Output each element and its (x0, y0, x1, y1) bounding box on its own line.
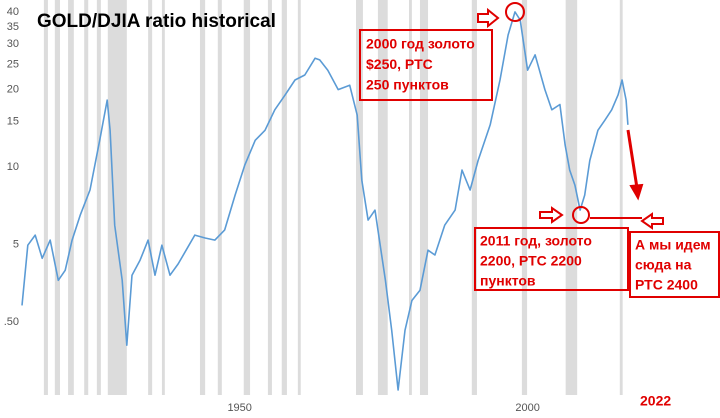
recession-band (68, 0, 74, 395)
annotation-text: пунктов (480, 273, 536, 289)
red-markup (359, 2, 720, 298)
y-tick-label: 5 (13, 238, 19, 250)
annotation-box (359, 29, 493, 101)
recession-band (148, 0, 153, 395)
recession-band (96, 0, 101, 395)
y-tick-label: 40 (7, 6, 19, 18)
recession-band (471, 0, 477, 395)
annotation-text: 2000 год золото (366, 36, 475, 52)
y-tick-label: 20 (7, 84, 19, 96)
annotations: 2000 год золото $250, РТС 250 пунктов 2011 … (366, 36, 711, 409)
recession-band (107, 0, 127, 395)
recession-band (243, 0, 251, 395)
y-tick-label: 30 (7, 38, 19, 50)
circle-marker (572, 206, 590, 224)
recession-band (54, 0, 61, 395)
annotation-text: $250, РТС (366, 56, 433, 72)
recession-band (267, 0, 272, 395)
annotation-text: 2022 (640, 393, 671, 409)
chart-title: GOLD/DJIA ratio historical (37, 11, 276, 32)
annotation-text: сюда на (635, 257, 692, 273)
recession-band (297, 0, 301, 395)
recession-band (356, 0, 363, 395)
recession-band (521, 0, 528, 395)
annotation-text: 2200, РТС 2200 (480, 253, 582, 269)
annotation-text: А мы идем (635, 237, 711, 253)
data-line (21, 11, 629, 391)
recession-band (281, 0, 287, 395)
arrow (539, 206, 564, 224)
recession-band (199, 0, 206, 395)
y-tick-label: 35 (7, 21, 19, 33)
y-tick-label: 10 (7, 161, 19, 173)
recession-band (217, 0, 222, 395)
recession-band (84, 0, 89, 395)
y-tick-label: 15 (7, 116, 19, 128)
circle-marker (505, 2, 525, 22)
annotation-box (474, 227, 629, 291)
recession-band (565, 0, 578, 395)
annotation-box (629, 231, 720, 298)
arrowhead (629, 183, 644, 201)
annotation-text: РТС 2400 (635, 277, 698, 293)
y-tick-label: .50 (4, 316, 19, 328)
arrow (477, 7, 500, 29)
recession-bands (43, 0, 623, 395)
recession-band (619, 0, 623, 395)
annotation-text: 2011 год, золото (480, 233, 592, 249)
recession-band (419, 0, 429, 395)
recession-band (409, 0, 412, 395)
annotation-text: 250 пунктов (366, 77, 449, 93)
y-tick-label: 25 (7, 59, 19, 71)
recession-band (377, 0, 388, 395)
recession-band (43, 0, 48, 395)
x-tick-label: 2000 (515, 402, 539, 414)
arrow (640, 212, 664, 230)
x-tick-label: 1950 (227, 402, 251, 414)
forecast-arrow (626, 129, 639, 189)
recession-band (161, 0, 165, 395)
axes: 40 35 30 25 20 15 10 5 .50 1950 2000 (4, 6, 540, 414)
series (21, 11, 629, 391)
